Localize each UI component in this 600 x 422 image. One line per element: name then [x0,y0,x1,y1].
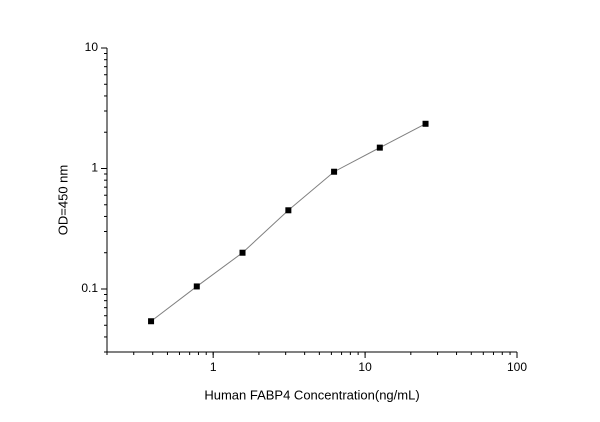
y-tick-label: 10 [85,40,99,54]
y-axis-title: OD=450 nm [55,165,70,235]
x-axis-title: Human FABP4 Concentration(ng/mL) [204,387,419,402]
x-tick-label: 1 [210,360,217,374]
data-point [376,144,383,151]
data-point [148,318,155,325]
data-point [193,283,200,290]
y-tick-label: 0.1 [81,281,98,295]
data-point [239,249,246,256]
x-tick-label: 100 [507,360,527,374]
y-tick-label: 1 [91,161,98,175]
x-tick-label: 10 [358,360,372,374]
series-line [150,123,426,322]
data-point [331,168,338,175]
data-point [285,207,292,214]
data-point [422,120,429,127]
